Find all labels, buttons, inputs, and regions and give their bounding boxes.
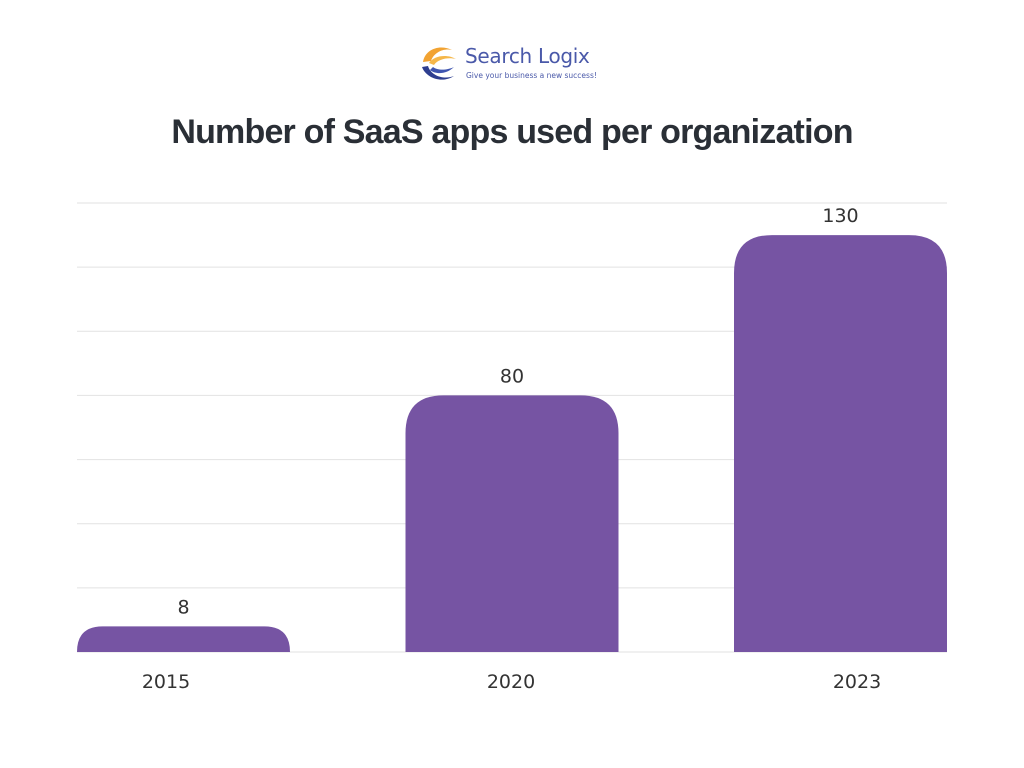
x-tick-label: 2015	[142, 671, 190, 693]
data-label-2023: 130	[822, 205, 858, 227]
x-tick-label: 2023	[833, 671, 881, 693]
brand-logo: Search Logix Give your business a new su…	[420, 42, 620, 86]
bars	[77, 235, 947, 653]
brand-mark-icon	[422, 47, 456, 80]
chart-title: Number of SaaS apps used per organizatio…	[171, 113, 853, 151]
data-label-2020: 80	[500, 365, 524, 387]
bar-2020	[405, 395, 619, 652]
x-tick-label: 2020	[487, 671, 535, 693]
brand-tagline: Give your business a new success!	[466, 71, 597, 80]
data-labels: 8 80 130	[177, 205, 858, 618]
data-label-2015: 8	[177, 596, 189, 618]
x-axis-labels: 2015 2020 2023	[142, 671, 881, 693]
bar-2023	[734, 235, 947, 653]
brand-name: Search Logix	[465, 44, 590, 68]
bar-2015	[77, 626, 290, 652]
